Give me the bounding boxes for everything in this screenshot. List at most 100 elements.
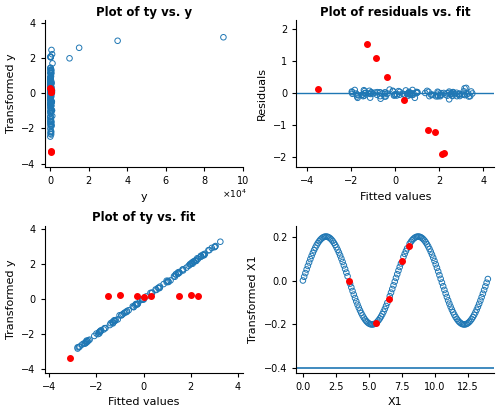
Point: [46, 94, 54, 101]
Point: [200, 252, 207, 259]
Point: [46, 90, 54, 96]
Point: [211, 243, 219, 250]
Point: [175, 269, 183, 275]
Point: [400, 91, 408, 98]
Point: [46, 83, 54, 89]
Point: [464, 93, 472, 100]
Point: [201, 250, 209, 257]
Point: [338, 255, 345, 262]
Point: [445, 96, 453, 102]
Point: [393, 271, 401, 278]
Point: [187, 292, 195, 299]
Point: [46, 92, 54, 98]
Point: [370, 321, 378, 328]
Point: [380, 309, 388, 315]
Point: [378, 90, 386, 97]
Point: [354, 92, 362, 98]
Point: [360, 314, 368, 321]
Point: [134, 300, 141, 307]
Point: [418, 235, 426, 241]
Point: [76, 343, 84, 350]
Point: [450, 311, 458, 318]
Point: [377, 313, 385, 320]
Point: [82, 339, 90, 346]
Point: [47, 87, 55, 93]
Point: [372, 320, 380, 327]
Point: [476, 297, 484, 304]
Point: [460, 321, 468, 328]
Point: [350, 291, 358, 298]
Point: [456, 93, 464, 100]
Point: [46, 100, 54, 106]
Point: [353, 91, 361, 98]
Point: [170, 273, 178, 280]
Y-axis label: Transformed y: Transformed y: [6, 54, 16, 133]
Point: [104, 292, 112, 299]
Point: [200, 252, 208, 258]
Point: [46, 97, 54, 103]
Point: [452, 90, 460, 96]
Point: [416, 233, 424, 240]
Point: [46, 78, 54, 84]
Point: [47, 131, 55, 138]
Point: [330, 240, 338, 246]
Point: [445, 88, 453, 95]
Point: [48, 51, 56, 57]
Point: [47, 81, 55, 88]
Point: [46, 80, 54, 87]
Point: [410, 235, 418, 241]
Point: [348, 88, 356, 95]
Point: [47, 105, 55, 112]
Point: [334, 247, 342, 253]
Point: [436, 275, 444, 282]
Point: [462, 91, 470, 97]
Point: [322, 233, 330, 240]
Point: [140, 293, 147, 300]
Point: [46, 90, 54, 96]
Point: [118, 312, 126, 318]
Point: [374, 89, 382, 95]
Point: [426, 246, 434, 252]
Point: [47, 106, 55, 112]
Point: [48, 100, 56, 106]
Point: [371, 320, 379, 327]
Point: [444, 297, 452, 304]
Point: [484, 276, 492, 282]
Point: [146, 290, 154, 296]
Point: [396, 263, 404, 270]
Point: [458, 320, 466, 327]
Point: [46, 96, 54, 102]
Point: [434, 268, 442, 275]
Point: [406, 90, 414, 96]
Point: [299, 277, 307, 284]
Point: [47, 105, 55, 112]
Point: [472, 306, 480, 313]
Point: [365, 90, 373, 97]
Point: [316, 237, 324, 243]
Point: [47, 107, 55, 114]
Point: [174, 271, 182, 277]
Point: [460, 85, 468, 92]
Point: [455, 91, 463, 98]
Point: [100, 325, 108, 332]
Point: [48, 87, 56, 94]
Point: [410, 235, 418, 242]
Point: [382, 93, 390, 100]
Point: [371, 89, 379, 96]
Point: [376, 93, 384, 100]
Text: $\times10^4$: $\times10^4$: [222, 188, 246, 200]
Point: [46, 113, 54, 119]
Point: [315, 238, 323, 244]
Point: [196, 254, 204, 260]
Point: [118, 311, 126, 318]
Point: [432, 93, 440, 100]
Point: [47, 77, 55, 83]
Point: [97, 327, 105, 334]
Point: [46, 65, 54, 71]
Point: [164, 278, 172, 284]
Point: [440, 287, 448, 293]
Point: [48, 47, 56, 53]
Point: [362, 318, 370, 324]
Point: [351, 87, 359, 93]
Point: [345, 278, 353, 284]
